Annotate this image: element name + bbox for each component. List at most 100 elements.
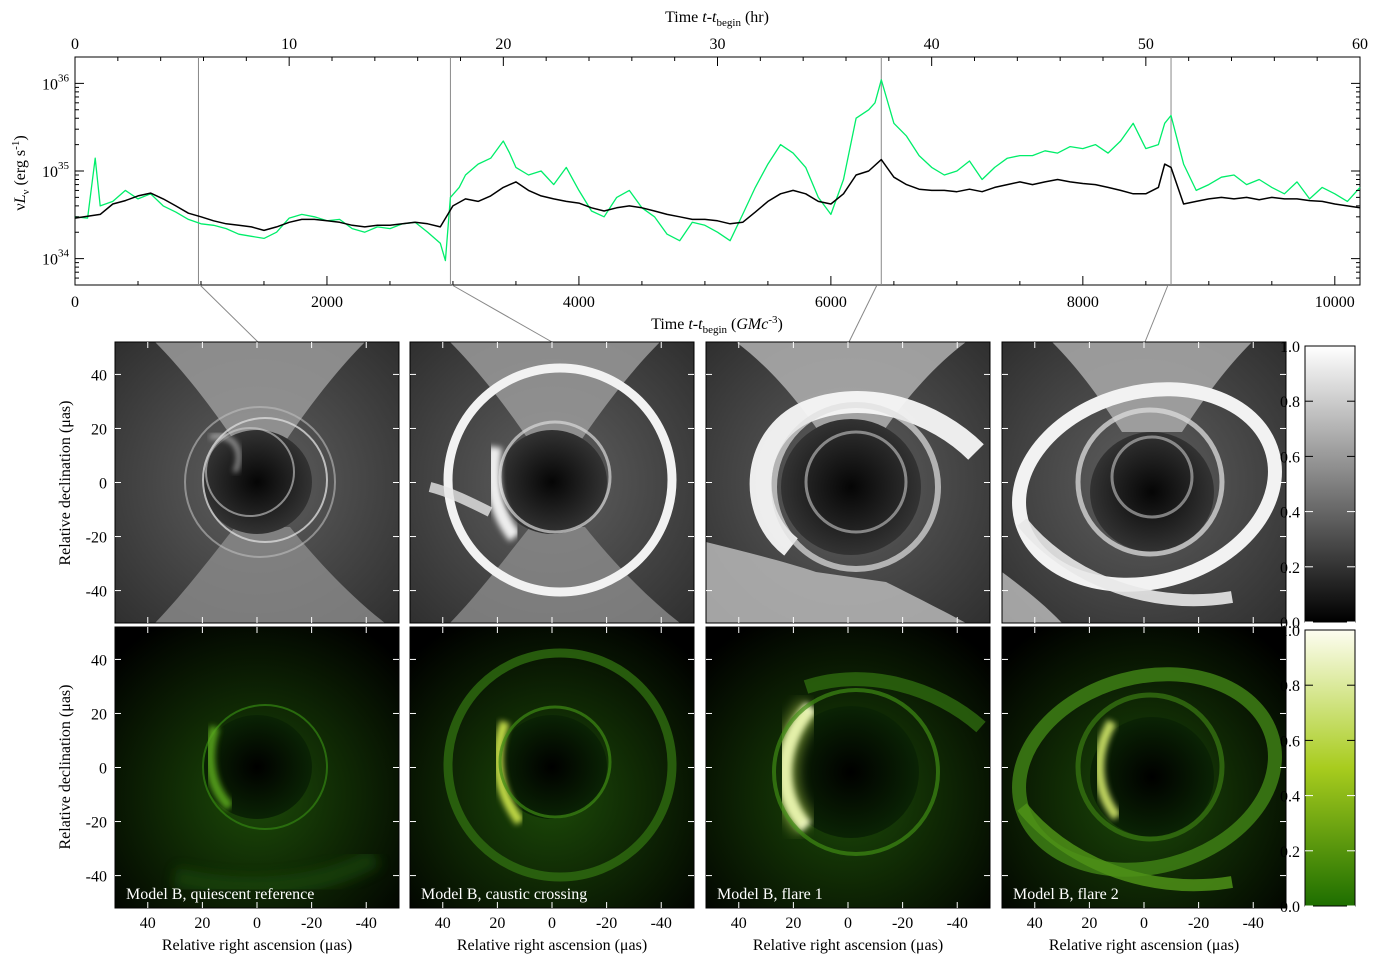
connector-line-4 xyxy=(1144,284,1169,343)
colorbar-tick-label: 0.8 xyxy=(1280,678,1300,695)
panel-title-flare2: Model B, flare 2 xyxy=(1013,886,1119,903)
colorbar-tick-label: 0.8 xyxy=(1280,394,1300,411)
colorbar-tick-label: 0.6 xyxy=(1280,733,1300,750)
colorbar-tick-label: 0.4 xyxy=(1280,505,1300,522)
panel-x-tick-label: 20 xyxy=(489,915,505,932)
panel-x-tick-label: -20 xyxy=(596,915,617,932)
lightcurve-plot-frame xyxy=(74,56,1361,286)
panel-y-tick-label: 20 xyxy=(91,421,107,438)
panel-x-axis-label: Relative right ascension (μas) xyxy=(753,937,943,954)
green-panel-caustic xyxy=(410,627,694,908)
panel-connector-lines xyxy=(199,284,1169,343)
panel-title-quiescent: Model B, quiescent reference xyxy=(126,886,314,903)
bright-caustic-ring xyxy=(443,363,677,597)
y-tick-label: 1035 xyxy=(42,160,70,181)
gray-panel-flare2 xyxy=(1002,342,1286,623)
x-tick-label: 10000 xyxy=(1315,294,1355,311)
colorbar-ticks: 0.00.20.40.60.81.00.00.20.40.60.81.0 xyxy=(1280,339,1355,916)
panel-x-tick-label: -40 xyxy=(651,915,672,932)
top-tick-label: 50 xyxy=(1138,36,1154,53)
x-tick-label: 6000 xyxy=(815,294,847,311)
panel-y-tick-label: 40 xyxy=(91,652,107,669)
lower-jet-plume xyxy=(155,527,385,623)
panel-titles: Model B, quiescent reference Model B, ca… xyxy=(126,886,1119,903)
x-tick-label: 8000 xyxy=(1067,294,1099,311)
panel-y-tick-label: -20 xyxy=(86,530,107,547)
panel-x-tick-label: 40 xyxy=(435,915,451,932)
panel-x-tick-label: 20 xyxy=(785,915,801,932)
gray-panel-flare1 xyxy=(706,342,990,623)
panel-y-axis-label-bottom: Relative declination (μas) xyxy=(57,685,74,850)
colorbar-tick-label: 0.6 xyxy=(1280,449,1300,466)
panel-x-tick-label: 0 xyxy=(548,915,556,932)
x-tick-label: 2000 xyxy=(311,294,343,311)
lightcurve-series xyxy=(74,79,1361,262)
panel-y-tick-label: 0 xyxy=(99,476,107,493)
panel-x-axis-label: Relative right ascension (μas) xyxy=(457,937,647,954)
panel-title-flare1: Model B, flare 1 xyxy=(717,886,823,903)
colorbar-gray xyxy=(1304,345,1356,623)
panel-x-tick-label: -20 xyxy=(892,915,913,932)
panel-x-tick-label: 0 xyxy=(1140,915,1148,932)
x-tick-label: 0 xyxy=(71,294,79,311)
lightcurve-top-ticks: 0 10 20 30 40 50 60 xyxy=(71,36,1368,66)
colorbar-tick-label: 0.4 xyxy=(1280,789,1300,806)
panel-x-tick-label: -40 xyxy=(1243,915,1264,932)
top-tick-label: 10 xyxy=(281,36,297,53)
green-panel-quiescent xyxy=(115,627,399,908)
panel-y-axis-label-top: Relative declination (μas) xyxy=(57,401,74,566)
series-line-1 xyxy=(74,79,1361,262)
colorbar-green xyxy=(1304,629,1356,907)
connector-line-2 xyxy=(451,284,553,343)
panel-y-tick-label: -40 xyxy=(86,869,107,886)
panel-x-tick-label: 40 xyxy=(1027,915,1043,932)
colorbar-tick-label: 0.0 xyxy=(1280,899,1300,916)
top-tick-label: 30 xyxy=(710,36,726,53)
y-tick-label: 1034 xyxy=(42,248,70,269)
series-line-2 xyxy=(74,158,1361,232)
panel-x-tick-label: -40 xyxy=(947,915,968,932)
gray-panel-quiescent xyxy=(115,342,399,623)
panel-x-tick-label: -20 xyxy=(301,915,322,932)
colorbar-tick-label: 1.0 xyxy=(1280,623,1300,640)
connector-line-3 xyxy=(848,284,878,343)
green-image-row xyxy=(114,626,1287,909)
lightcurve-y-axis-label: νLν (erg s-1) xyxy=(10,135,32,210)
panel-x-tick-label: -20 xyxy=(1188,915,1209,932)
lightcurve-chart: 1034 1035 1036 0 2000 4000 6000 8000 10000 0 10 2… xyxy=(10,9,1368,336)
panel-x-tick-label: 20 xyxy=(1081,915,1097,932)
event-marker-lines xyxy=(197,57,1172,285)
top-tick-label: 20 xyxy=(495,36,511,53)
x-tick-label: 4000 xyxy=(563,294,595,311)
lightcurve-y-ticks: 1034 1035 1036 xyxy=(42,72,1360,279)
panel-x-tick-label: -40 xyxy=(356,915,377,932)
panel-x-tick-label: 0 xyxy=(253,915,261,932)
colorbars: 0.00.20.40.60.81.00.00.20.40.60.81.0 xyxy=(1280,339,1356,916)
connector-line-1 xyxy=(199,284,259,343)
bright-flare-arc xyxy=(749,391,984,556)
panel-x-axis-label: Relative right ascension (μas) xyxy=(162,937,352,954)
panel-y-tick-label: -20 xyxy=(86,815,107,832)
panel-y-tick-label: 0 xyxy=(99,761,107,778)
panel-y-tick-label: -40 xyxy=(86,584,107,601)
panel-x-tick-label: 20 xyxy=(194,915,210,932)
outer-flare-ring xyxy=(1012,382,1282,592)
upper-jet-plume xyxy=(155,342,365,442)
panel-x-tick-label: 40 xyxy=(140,915,156,932)
y-tick-label: 1036 xyxy=(42,72,70,93)
panel-y-tick-label: 20 xyxy=(91,706,107,723)
top-tick-label: 0 xyxy=(71,36,79,53)
panel-x-axis-label: Relative right ascension (μas) xyxy=(1049,937,1239,954)
colorbar-tick-label: 0.2 xyxy=(1280,844,1300,861)
lightcurve-x-ticks: 0 2000 4000 6000 8000 10000 xyxy=(71,276,1355,311)
panel-x-tick-label: 0 xyxy=(844,915,852,932)
colorbar-tick-label: 1.0 xyxy=(1280,339,1300,356)
panel-y-tick-label: 40 xyxy=(91,367,107,384)
green-panel-flare2 xyxy=(1002,627,1286,908)
panel-title-caustic: Model B, caustic crossing xyxy=(421,886,587,903)
colorbar-tick-label: 0.2 xyxy=(1280,560,1300,577)
panel-x-tick-label: 40 xyxy=(731,915,747,932)
green-panel-flare1 xyxy=(706,627,990,908)
